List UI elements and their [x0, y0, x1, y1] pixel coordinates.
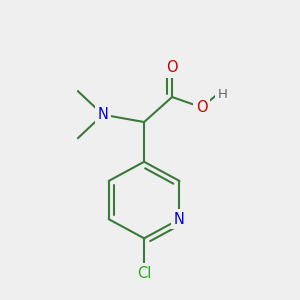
- Text: Cl: Cl: [137, 266, 151, 281]
- Text: O: O: [196, 100, 207, 115]
- Text: N: N: [174, 212, 185, 227]
- Text: N: N: [98, 107, 108, 122]
- Text: O: O: [166, 60, 178, 75]
- Text: H: H: [218, 88, 228, 100]
